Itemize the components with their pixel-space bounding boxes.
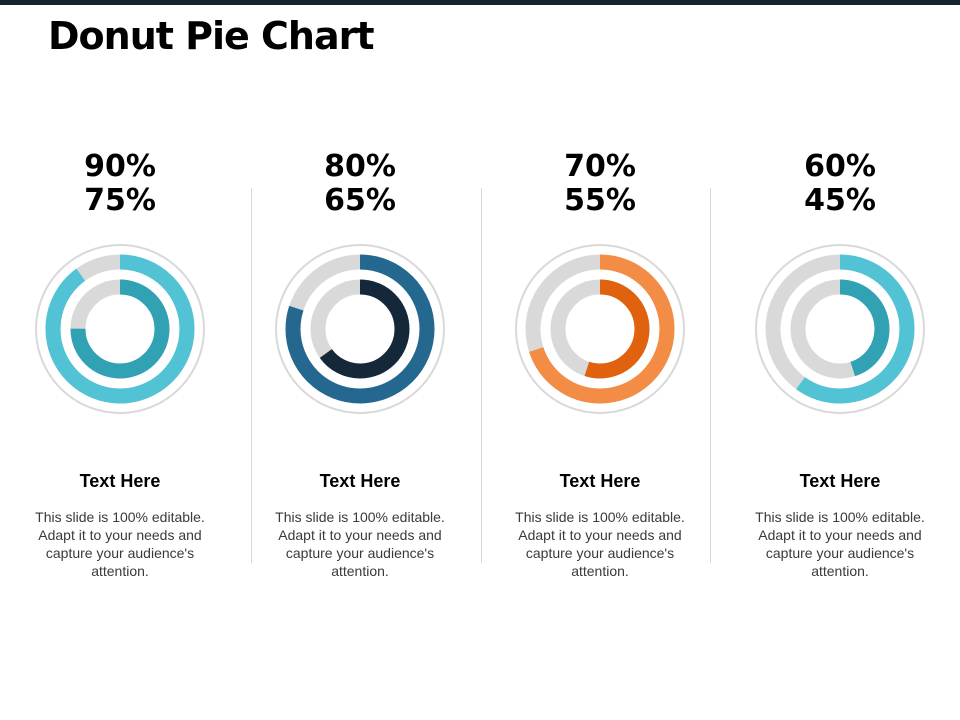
column-description: This slide is 100% editable. Adapt it to… xyxy=(515,509,685,579)
inner-ring-arc xyxy=(790,279,890,379)
slide-title: Donut Pie Chart xyxy=(48,14,375,58)
donut-chart xyxy=(515,244,685,414)
outer-value-label: 80% xyxy=(324,149,396,184)
column-heading: Text Here xyxy=(799,471,881,491)
inner-ring-arc xyxy=(310,279,410,379)
top-accent-bar xyxy=(0,0,960,5)
outer-value-label: 60% xyxy=(804,149,876,184)
chart-column-1: 90% 75% Text Here This slide is 100% edi… xyxy=(10,150,230,580)
chart-column-2: 80% 65% Text Here This slide is 100% edi… xyxy=(250,150,470,580)
outer-value-label: 90% xyxy=(84,149,156,184)
inner-ring-arc xyxy=(550,279,650,379)
donut-chart xyxy=(275,244,445,414)
outer-value-label: 70% xyxy=(564,149,636,184)
inner-value-label: 75% xyxy=(84,183,156,218)
column-heading: Text Here xyxy=(559,471,641,491)
inner-ring-arc xyxy=(70,279,170,379)
inner-value-label: 55% xyxy=(564,183,636,218)
donut-outline xyxy=(35,244,205,414)
donut-chart xyxy=(755,244,925,414)
chart-column-4: 60% 45% Text Here This slide is 100% edi… xyxy=(730,150,950,580)
column-divider xyxy=(710,188,711,563)
column-divider xyxy=(481,188,482,563)
chart-column-3: 70% 55% Text Here This slide is 100% edi… xyxy=(490,150,710,580)
outer-ring-arc xyxy=(765,254,915,404)
donut-chart xyxy=(35,244,205,414)
column-description: This slide is 100% editable. Adapt it to… xyxy=(35,509,205,579)
column-description: This slide is 100% editable. Adapt it to… xyxy=(755,509,925,579)
inner-value-label: 65% xyxy=(324,183,396,218)
column-heading: Text Here xyxy=(79,471,161,491)
donut-outline xyxy=(515,244,685,414)
outer-ring-arc xyxy=(45,254,195,404)
outer-ring-arc xyxy=(525,254,675,404)
column-heading: Text Here xyxy=(319,471,401,491)
column-divider xyxy=(251,188,252,563)
donut-outline xyxy=(275,244,445,414)
donut-outline xyxy=(755,244,925,414)
column-description: This slide is 100% editable. Adapt it to… xyxy=(275,509,445,579)
inner-value-label: 45% xyxy=(804,183,876,218)
outer-ring-arc xyxy=(285,254,435,404)
